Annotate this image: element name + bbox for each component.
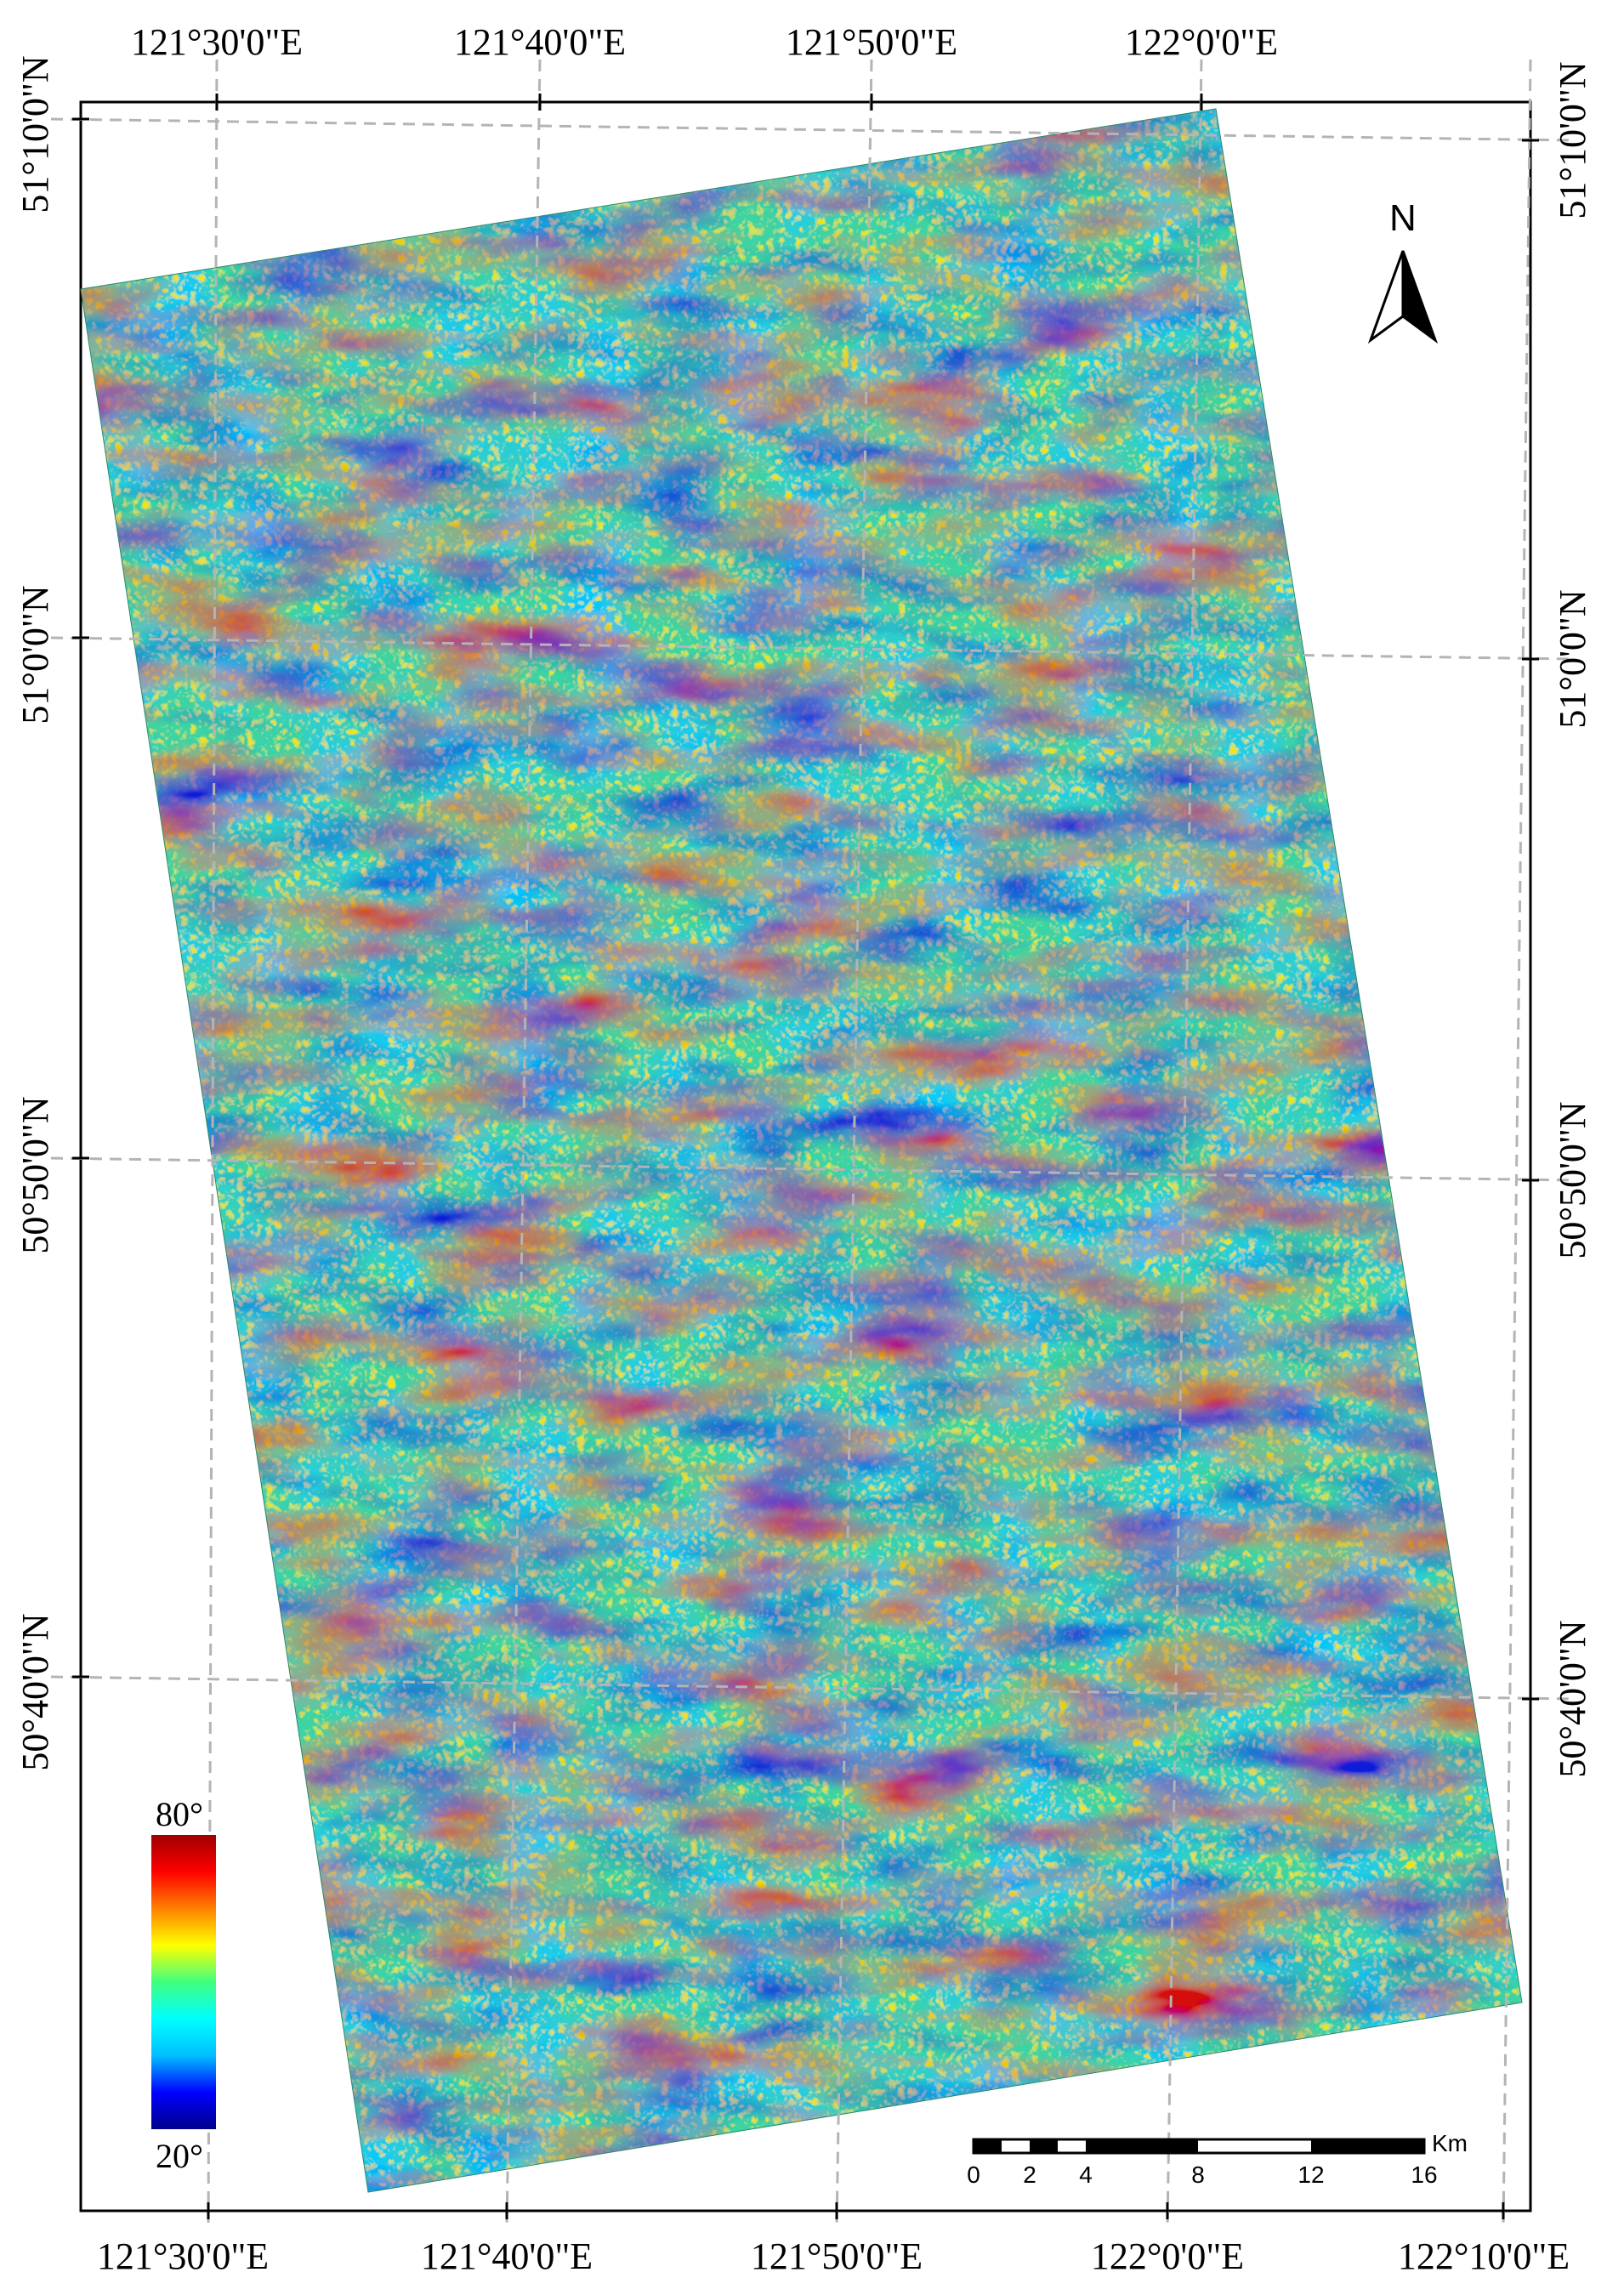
scale-bar bbox=[972, 2138, 1426, 2155]
lat-label-right: 50°50'0"N bbox=[1552, 1101, 1593, 1259]
lon-label-top: 121°40'0"E bbox=[453, 21, 627, 63]
scale-segment bbox=[1086, 2139, 1198, 2153]
legend-min-label: 20° bbox=[156, 2137, 203, 2175]
scale-segment bbox=[1030, 2139, 1058, 2153]
frame-ticks bbox=[72, 94, 1539, 2219]
meridian-121-40 bbox=[505, 59, 542, 2229]
scale-segment bbox=[1311, 2139, 1424, 2153]
lon-label-top: 121°50'0"E bbox=[785, 21, 958, 63]
lat-label-left: 50°40'0"N bbox=[14, 1613, 56, 1771]
lon-label-bottom: 122°0'0"E bbox=[1090, 2235, 1245, 2277]
lon-label-bottom: 121°50'0"E bbox=[750, 2235, 923, 2277]
north-arrow-icon bbox=[1367, 250, 1439, 344]
parallel-51-10 bbox=[50, 117, 1574, 142]
lat-label-left: 51°10'0"N bbox=[14, 55, 56, 213]
meridian-122-10 bbox=[1502, 59, 1532, 2229]
scale-tick-label: 12 bbox=[1297, 2162, 1325, 2188]
lon-label-top: 122°0'0"E bbox=[1124, 21, 1279, 63]
scale-tick-label: 4 bbox=[1079, 2162, 1093, 2188]
north-label: N bbox=[1389, 197, 1417, 239]
scale-tick-label: 8 bbox=[1191, 2162, 1205, 2188]
scale-tick-label: 0 bbox=[967, 2162, 980, 2188]
lat-label-right: 51°0'0"N bbox=[1552, 589, 1593, 729]
lat-label-right: 50°40'0"N bbox=[1552, 1620, 1593, 1778]
lat-label-left: 50°50'0"N bbox=[14, 1096, 56, 1254]
meridian-122-00 bbox=[1166, 59, 1203, 2229]
lon-label-bottom: 121°40'0"E bbox=[420, 2235, 593, 2277]
legend-color-ramp bbox=[151, 1835, 216, 2129]
lon-label-bottom: 122°10'0"E bbox=[1397, 2235, 1570, 2277]
swath-outline bbox=[80, 108, 1523, 2193]
map-frame bbox=[79, 100, 1532, 2213]
scale-unit: Km bbox=[1432, 2130, 1468, 2156]
scale-tick-label: 2 bbox=[1023, 2162, 1036, 2188]
lon-label-bottom: 121°30'0"E bbox=[96, 2235, 270, 2277]
lat-label-right: 51°10'0"N bbox=[1552, 61, 1593, 219]
legend-max-label: 80° bbox=[156, 1795, 203, 1833]
lat-label-left: 51°0'0"N bbox=[14, 585, 56, 724]
scale-segment bbox=[974, 2139, 1002, 2153]
scale-tick-label: 16 bbox=[1411, 2162, 1438, 2188]
slope-raster bbox=[81, 109, 1522, 2192]
lon-label-top: 121°30'0"E bbox=[130, 21, 304, 63]
meridian-121-50 bbox=[835, 59, 873, 2229]
